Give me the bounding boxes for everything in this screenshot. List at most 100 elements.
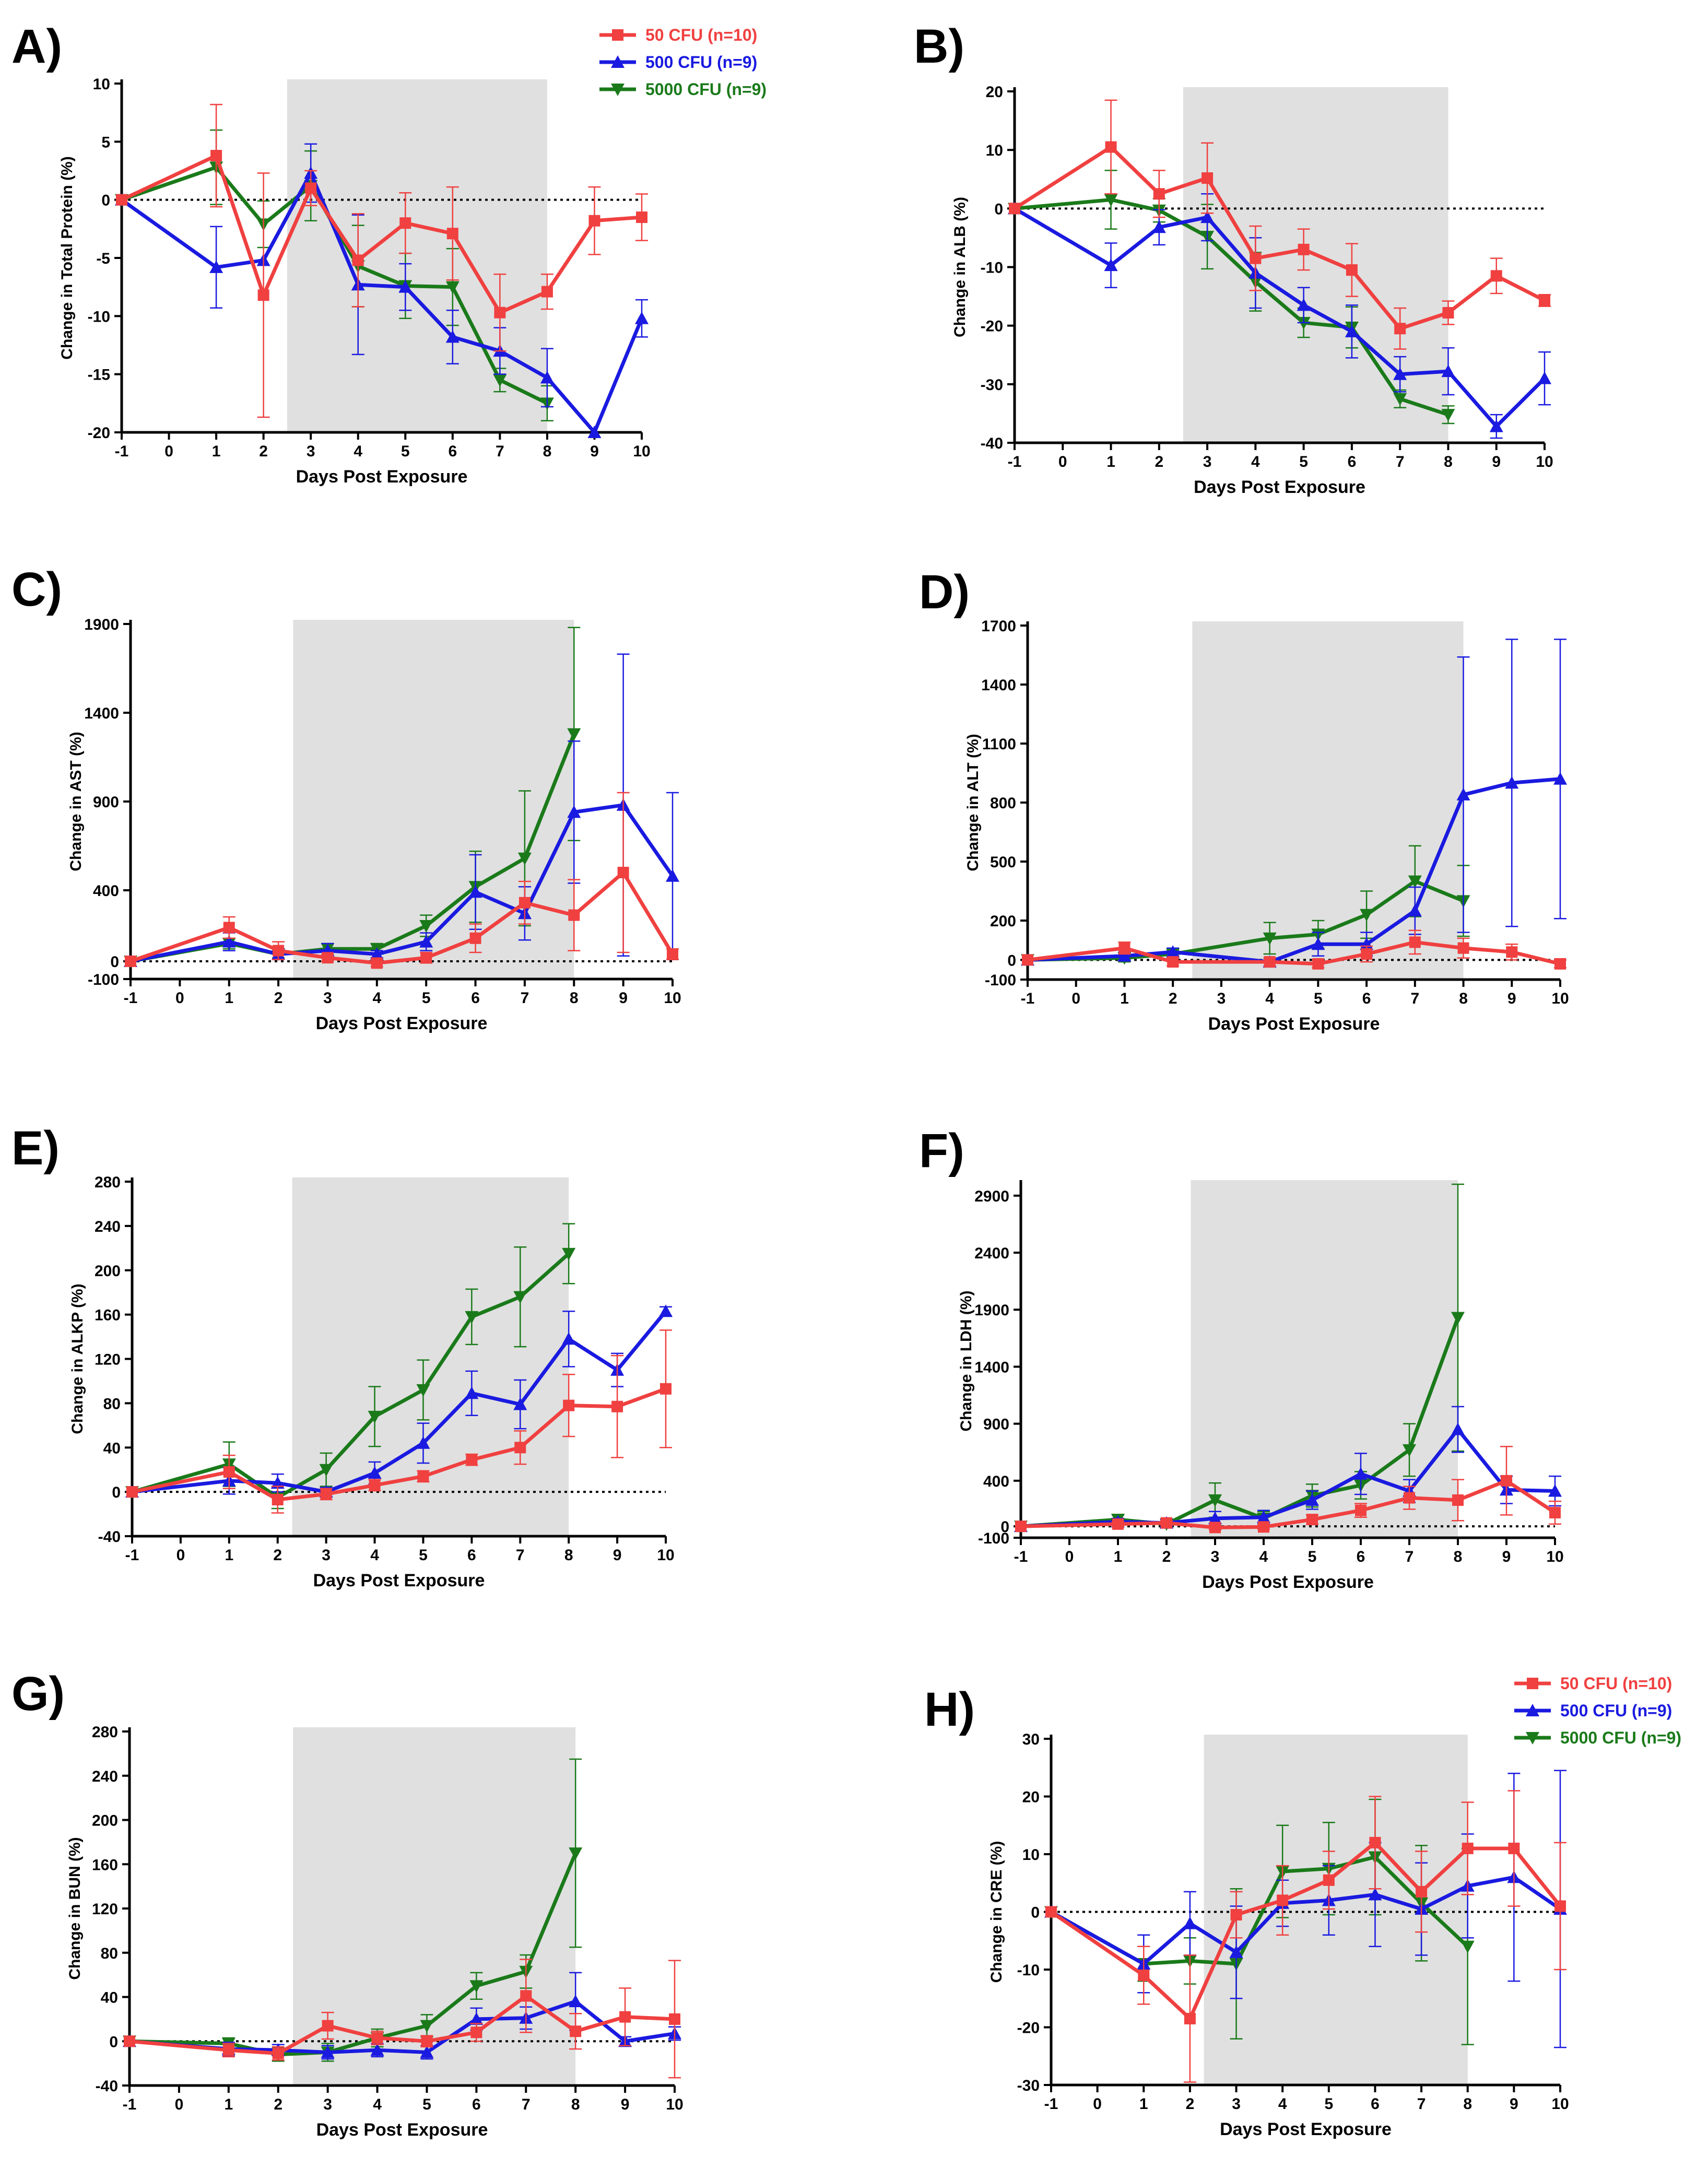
data-point [1368, 1888, 1382, 1901]
data-point [322, 952, 334, 964]
data-point [222, 2044, 234, 2056]
x-tick-label: -1 [124, 989, 138, 1007]
shaded-region [1192, 621, 1464, 980]
x-tick-label: 3 [323, 2096, 332, 2113]
data-point [469, 1980, 484, 1993]
y-tick-label: 400 [983, 1473, 1009, 1490]
series-0 [125, 792, 679, 969]
x-tick-label: 2 [274, 989, 283, 1007]
x-tick-label: 1 [1120, 990, 1129, 1007]
shaded-region [1183, 87, 1448, 443]
series-0 [124, 1959, 681, 2079]
series-0 [1045, 1790, 1566, 2083]
x-tick-label: 8 [564, 1547, 573, 1564]
panel-label: H) [924, 1683, 975, 1736]
data-point [1460, 1940, 1475, 1953]
data-point [1538, 371, 1551, 384]
data-point [1250, 252, 1262, 264]
data-point [399, 217, 411, 229]
data-point [519, 897, 531, 909]
series-line [1027, 879, 1464, 962]
data-point [517, 852, 532, 865]
legend: 50 CFU (n=10) 500 CFU (n=9) 5000 CFU (n=9) [599, 26, 767, 99]
data-point [494, 307, 506, 319]
x-tick-label: 3 [1211, 1548, 1220, 1565]
data-point [1539, 294, 1550, 307]
data-point [1208, 1511, 1222, 1524]
y-tick-label: 1900 [974, 1302, 1009, 1319]
panel-label: A) [11, 20, 62, 73]
y-tick-label: 0 [109, 2033, 118, 2051]
chart-panel-7: 280 240 200 160 120 80 40 0 -40 -1 0 1 2 3 4 5 6 7 8 9 10 Day… [11, 1667, 684, 2140]
data-point [368, 1410, 382, 1423]
series-0 [1015, 1446, 1561, 1534]
y-tick-label: 30 [1022, 1731, 1040, 1748]
data-point [1306, 1514, 1318, 1526]
data-point [1311, 937, 1325, 950]
y-tick-label: -30 [1017, 2077, 1040, 2094]
data-point [124, 2035, 135, 2047]
x-axis-label: Days Post Exposure [296, 467, 468, 487]
chart-panel-5: 280 240 200 160 120 80 40 0 -40-1 0 1 2 3 4 5 6 7 8 9 10 Day… [11, 1122, 675, 1590]
x-tick-label: 10 [1551, 990, 1569, 1007]
y-tick-label: 2900 [974, 1188, 1009, 1205]
data-point [1229, 1945, 1243, 1958]
x-tick-label: 7 [1396, 453, 1405, 470]
shaded-region [292, 1177, 569, 1536]
data-point [322, 2020, 334, 2032]
y-tick-label: -20 [1017, 2020, 1040, 2037]
data-point [659, 1304, 673, 1317]
x-tick-label: 6 [467, 1547, 476, 1564]
x-tick-label: 10 [664, 989, 681, 1007]
x-tick-label: -1 [1008, 453, 1022, 470]
x-tick-label: 8 [1463, 2095, 1472, 2113]
data-point [617, 867, 629, 878]
x-axis-label: Days Post Exposure [313, 1571, 485, 1590]
data-point [1393, 393, 1407, 406]
data-point [222, 935, 236, 948]
data-point [1505, 776, 1519, 789]
x-tick-label: 5 [419, 1547, 428, 1564]
y-tick-label: 40 [101, 1989, 118, 2007]
x-tick-label: 3 [1217, 990, 1226, 1007]
x-tick-label: 7 [1405, 1548, 1414, 1565]
x-tick-label: 7 [1410, 990, 1419, 1007]
y-tick-label: 1900 [84, 616, 119, 633]
data-point [563, 1399, 575, 1411]
x-tick-label: 5 [422, 989, 431, 1007]
x-tick-label: 5 [422, 2096, 431, 2113]
y-tick-label: -20 [981, 318, 1003, 335]
data-point [1408, 904, 1422, 917]
data-point [1403, 1444, 1416, 1457]
x-tick-label: 9 [590, 443, 599, 460]
x-tick-label: 7 [516, 1547, 525, 1564]
x-tick-label: -1 [115, 443, 129, 460]
data-point [1548, 1484, 1562, 1497]
y-tick-label: 10 [1022, 1846, 1040, 1864]
x-tick-label: 6 [1348, 453, 1357, 470]
data-point [420, 952, 432, 964]
x-tick-label: 9 [1507, 990, 1516, 1007]
data-point [1118, 942, 1130, 954]
x-tick-label: 4 [373, 2096, 382, 2113]
shaded-region [293, 620, 574, 979]
data-point [1346, 264, 1358, 276]
data-point [1369, 1836, 1381, 1848]
data-point [1166, 945, 1180, 958]
y-tick-label: 5 [101, 134, 110, 151]
panel-label: B) [914, 20, 964, 73]
data-point [272, 1493, 284, 1505]
x-tick-label: 2 [1186, 2095, 1195, 2113]
data-point [513, 1291, 527, 1304]
y-tick-label: 1400 [974, 1359, 1009, 1376]
data-point [569, 1847, 583, 1860]
data-point [116, 194, 127, 206]
y-tick-label: 240 [95, 1218, 121, 1235]
data-point [273, 945, 285, 957]
data-point [567, 728, 581, 741]
data-point [1393, 367, 1407, 380]
shaded-region [293, 1727, 576, 2085]
x-tick-label: 9 [1492, 453, 1501, 470]
data-point [1456, 787, 1470, 800]
